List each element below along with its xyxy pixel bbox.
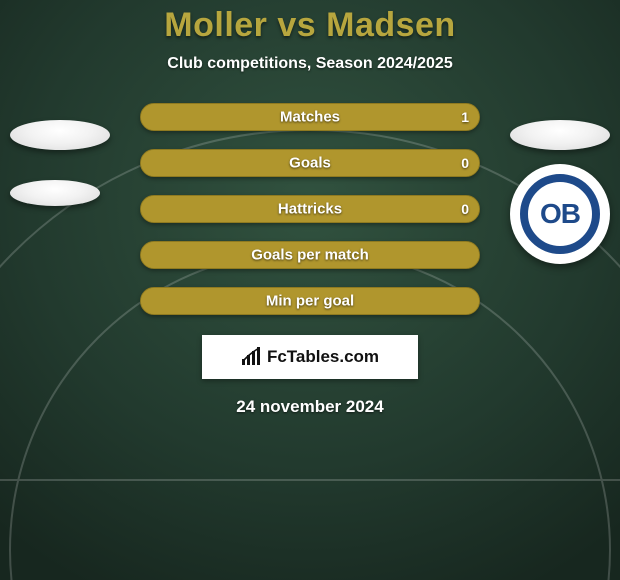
stat-label: Matches — [280, 109, 340, 126]
right-club-initials: OB — [520, 174, 600, 254]
right-player-badges: OB — [510, 120, 610, 264]
left-badge-2 — [10, 180, 100, 206]
stat-label: Min per goal — [266, 293, 354, 310]
page-subtitle: Club competitions, Season 2024/2025 — [167, 55, 452, 73]
stat-label: Hattricks — [278, 201, 342, 218]
left-badge-1 — [10, 120, 110, 150]
right-club-logo: OB — [510, 164, 610, 264]
stat-label: Goals — [289, 155, 331, 172]
stat-value-right: 1 — [461, 109, 469, 125]
stat-label: Goals per match — [251, 247, 369, 264]
stat-row: Goals per match — [140, 241, 480, 269]
stat-row: Matches 1 — [140, 103, 480, 131]
brand-text: FcTables.com — [267, 347, 379, 367]
stat-value-right: 0 — [461, 201, 469, 217]
stat-row: Min per goal — [140, 287, 480, 315]
brand-chart-icon — [241, 347, 263, 367]
stats-container: Matches 1 Goals 0 Hattricks 0 Goals per match M… — [140, 103, 480, 315]
brand-box[interactable]: FcTables.com — [202, 335, 418, 379]
left-player-badges — [10, 120, 110, 206]
page-title: Moller vs Madsen — [164, 6, 455, 45]
stat-row: Goals 0 — [140, 149, 480, 177]
right-badge-1 — [510, 120, 610, 150]
date-text: 24 november 2024 — [236, 397, 383, 417]
stat-row: Hattricks 0 — [140, 195, 480, 223]
stat-value-right: 0 — [461, 155, 469, 171]
